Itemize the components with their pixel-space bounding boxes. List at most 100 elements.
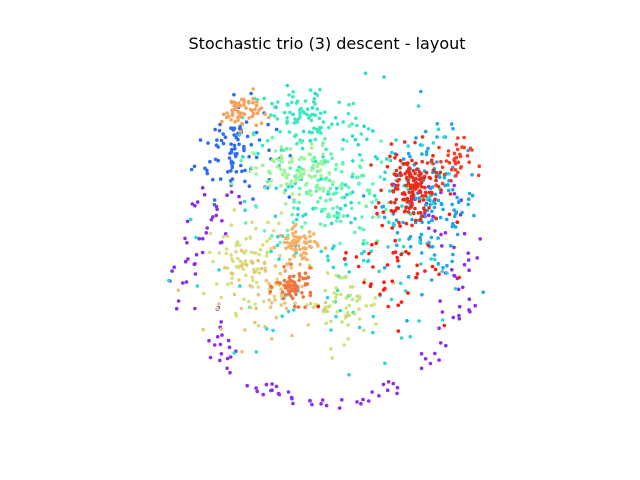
scatter-point: [286, 309, 291, 314]
scatter-point: [333, 167, 338, 172]
scatter-point: [394, 197, 399, 202]
scatter-point: [320, 398, 325, 402]
scatter-point: [289, 266, 294, 270]
scatter-point: [308, 293, 313, 298]
scatter-point: [256, 323, 261, 328]
scatter-point: [418, 240, 422, 244]
scatter-point: [396, 183, 400, 188]
scatter-point: [369, 249, 374, 253]
scatter-point: [294, 248, 298, 253]
scatter-point: [398, 165, 402, 170]
scatter-point: [411, 192, 416, 197]
scatter-point: [347, 270, 352, 274]
scatter-point: [398, 224, 402, 228]
scatter-point: [243, 208, 247, 212]
scatter-point: [401, 244, 406, 249]
scatter-point: [334, 314, 338, 319]
scatter-point: [235, 240, 240, 244]
scatter-point: [252, 270, 257, 275]
scatter-point: [398, 158, 403, 163]
scatter-point: [264, 382, 269, 387]
scatter-point: [395, 231, 400, 235]
scatter-point: [442, 135, 446, 139]
scatter-point: [256, 285, 261, 289]
scatter-point: [406, 291, 410, 295]
scatter-point: [344, 262, 348, 267]
scatter-point: [467, 297, 472, 302]
scatter-point: [232, 92, 236, 97]
scatter-point: [270, 388, 274, 393]
scatter-point: [202, 291, 206, 296]
scatter-point: [220, 333, 224, 337]
scatter-point: [376, 201, 381, 205]
scatter-point: [270, 337, 274, 341]
scatter-point: [275, 243, 280, 248]
scatter-point: [297, 186, 302, 191]
scatter-point: [361, 397, 365, 402]
scatter-point: [288, 257, 292, 262]
scatter-point: [298, 111, 302, 116]
scatter-point: [449, 122, 454, 126]
scatter-point: [290, 192, 295, 196]
scatter-point: [212, 343, 217, 347]
scatter-point: [292, 234, 297, 239]
scatter-point: [236, 115, 240, 119]
scatter-point: [279, 184, 283, 188]
scatter-point: [416, 104, 421, 108]
scatter-point: [229, 142, 233, 146]
scatter-point: [395, 391, 399, 396]
scatter-point: [361, 173, 366, 178]
scatter-point: [298, 262, 302, 267]
scatter-point: [418, 190, 423, 195]
scatter-point: [413, 171, 418, 176]
scatter-point: [324, 321, 329, 326]
scatter-point: [219, 295, 224, 300]
scatter-point: [419, 232, 424, 237]
scatter-point: [318, 87, 322, 92]
scatter-point: [321, 152, 325, 156]
scatter-point: [229, 99, 234, 104]
scatter-point: [449, 167, 454, 172]
scatter-point: [228, 151, 232, 155]
scatter-point: [212, 198, 217, 202]
scatter-point: [386, 245, 390, 249]
scatter-point: [466, 251, 471, 255]
scatter-point: [241, 155, 245, 159]
scatter-point: [232, 133, 236, 137]
scatter-point: [323, 305, 327, 310]
scatter-point: [286, 233, 290, 238]
scatter-point: [384, 157, 389, 161]
scatter-point: [389, 200, 393, 204]
scatter-point: [253, 320, 257, 325]
scatter-point: [301, 295, 306, 299]
scatter-point: [254, 103, 259, 108]
scatter-point: [193, 272, 198, 276]
scatter-point: [402, 198, 406, 202]
scatter-point: [275, 280, 280, 285]
scatter-point: [285, 284, 290, 288]
scatter-point: [281, 148, 286, 153]
scatter-point: [441, 265, 445, 270]
scatter-point: [390, 226, 395, 230]
scatter-point: [219, 138, 224, 143]
scatter-point: [433, 229, 437, 233]
scatter-point: [258, 247, 263, 252]
scatter-point: [348, 191, 353, 196]
scatter-point: [239, 163, 243, 168]
scatter-point: [298, 115, 302, 119]
scatter-point: [237, 103, 242, 108]
scatter-point: [375, 156, 380, 161]
scatter-point: [313, 137, 318, 142]
scatter-point: [410, 217, 414, 222]
scatter-point: [275, 165, 280, 169]
scatter-point: [442, 175, 447, 180]
scatter-point: [409, 196, 414, 200]
scatter-point: [334, 273, 339, 278]
scatter-point: [305, 303, 310, 307]
scatter-point: [407, 190, 412, 195]
scatter-point: [395, 187, 400, 191]
scatter-point: [264, 278, 269, 283]
scatter-point: [215, 207, 219, 212]
scatter-point: [268, 289, 273, 294]
scatter-point: [254, 100, 259, 104]
